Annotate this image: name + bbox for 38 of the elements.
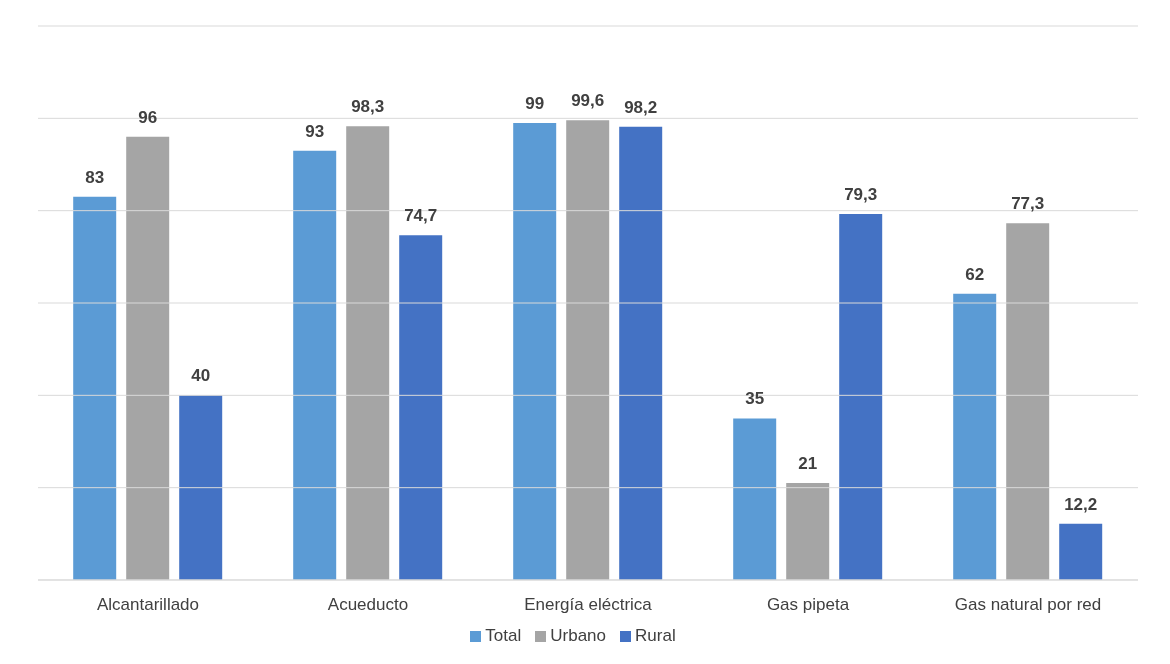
legend-label: Total <box>484 626 522 646</box>
data-label: 99,6 <box>571 91 605 111</box>
bar <box>126 136 170 580</box>
x-tick-label: Acueducto <box>327 595 409 615</box>
bar <box>839 213 883 580</box>
data-label: 83 <box>85 167 105 187</box>
x-tick-label: Gas natural por red <box>954 595 1102 615</box>
bar <box>513 122 557 580</box>
x-tick-label: Alcantarillado <box>96 595 200 615</box>
legend-label: Rural <box>634 626 676 646</box>
bar <box>619 126 663 580</box>
bar <box>346 126 390 580</box>
bar <box>1059 523 1103 580</box>
bar <box>953 293 997 580</box>
data-label: 98,2 <box>624 97 658 117</box>
bar <box>73 196 117 580</box>
bar <box>179 395 223 580</box>
data-label: 99 <box>525 93 545 113</box>
data-label: 74,7 <box>404 206 438 226</box>
legend-label: Urbano <box>549 626 607 646</box>
data-label: 62 <box>965 264 985 284</box>
bar <box>293 150 337 580</box>
bar <box>566 120 610 580</box>
data-label: 93 <box>305 121 325 141</box>
bar <box>1006 223 1050 580</box>
data-label: 21 <box>798 454 818 474</box>
data-label: 96 <box>138 107 158 127</box>
data-label: 77,3 <box>1011 194 1045 214</box>
bar <box>733 418 777 580</box>
data-label: 79,3 <box>844 184 878 204</box>
data-label: 35 <box>745 389 765 409</box>
x-tick-label: Gas pipeta <box>766 595 850 615</box>
data-label: 98,3 <box>351 97 385 117</box>
bar <box>399 235 443 580</box>
data-label: 12,2 <box>1064 494 1098 514</box>
bar <box>786 483 830 580</box>
x-tick-label: Energía eléctrica <box>524 595 653 615</box>
data-label: 40 <box>191 366 211 386</box>
